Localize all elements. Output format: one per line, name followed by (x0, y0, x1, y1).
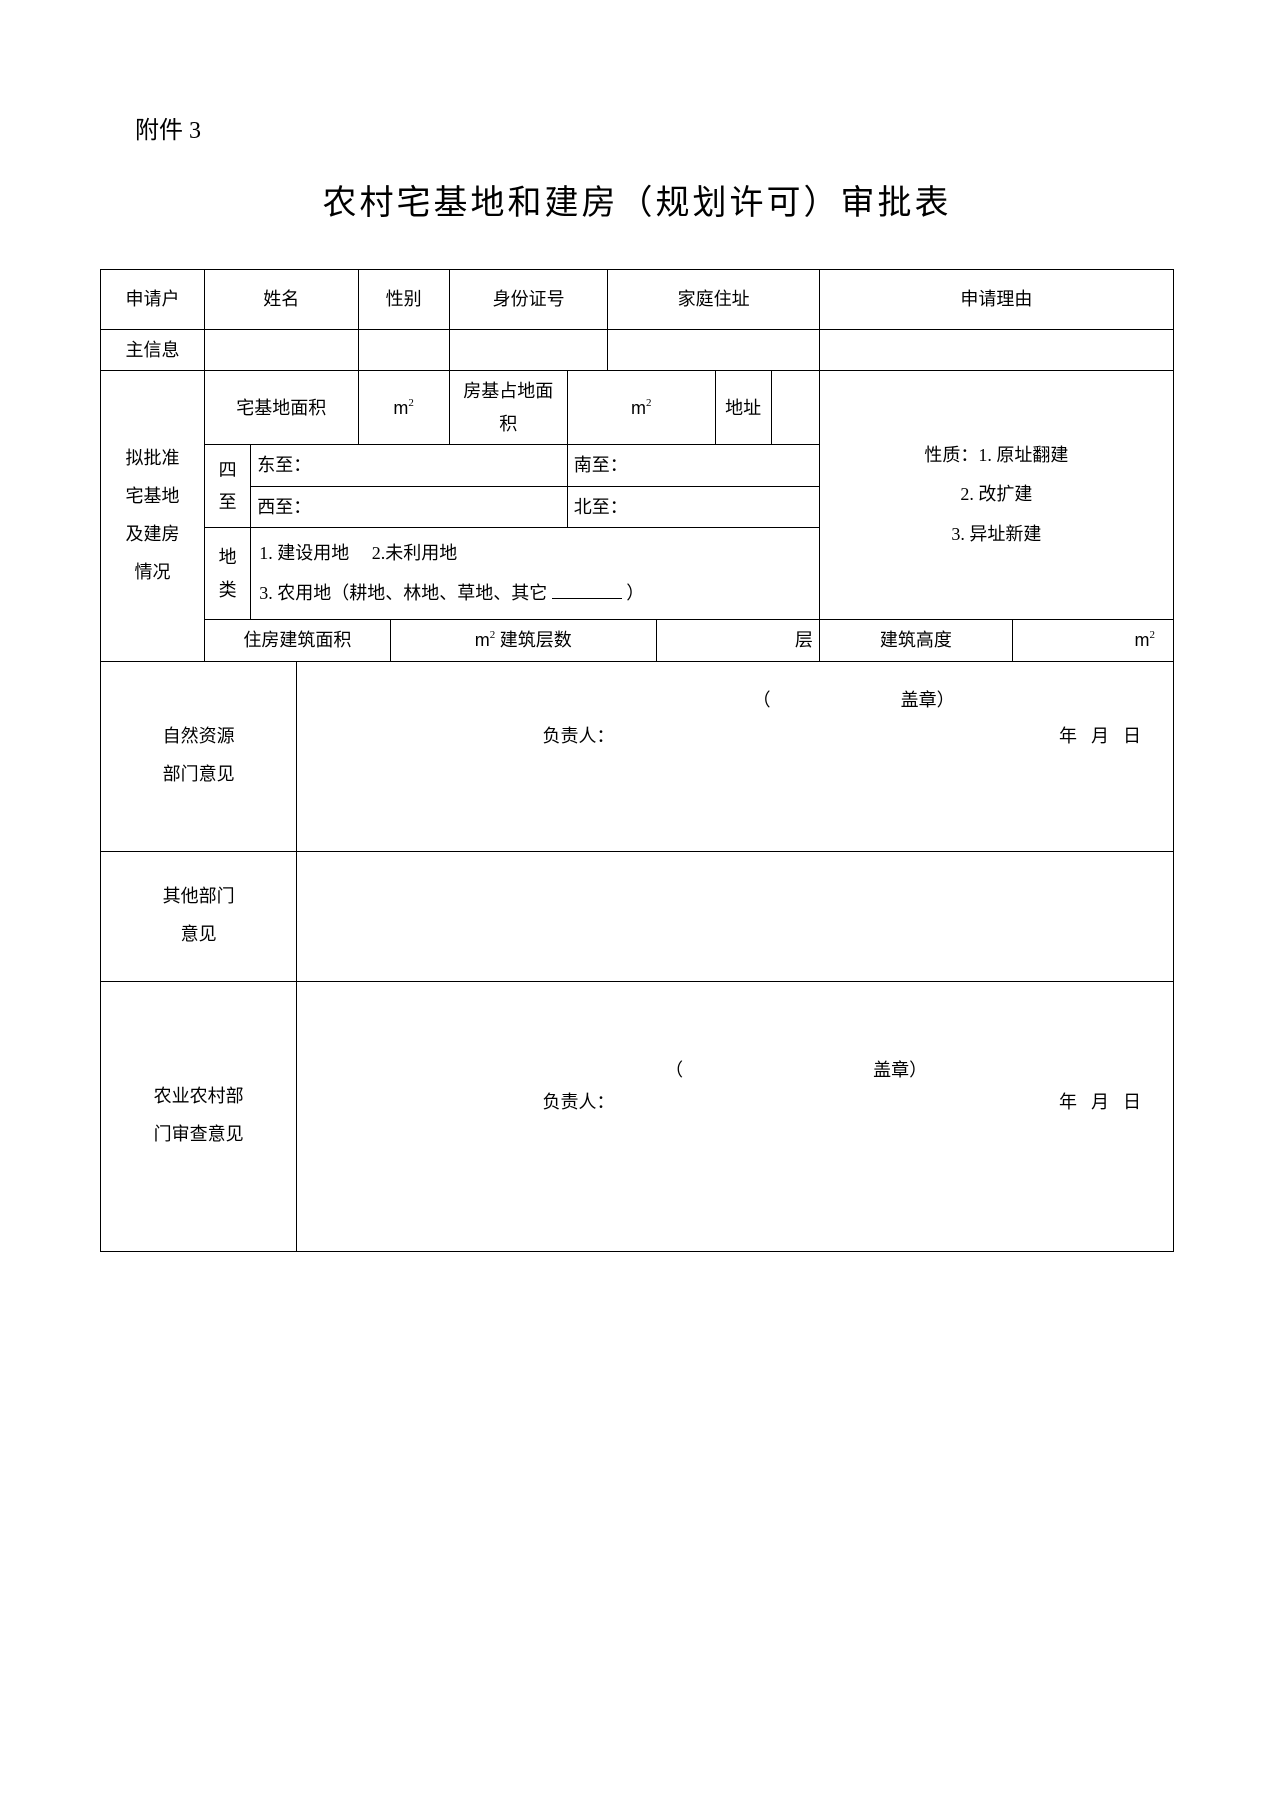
label-main-info: 主信息 (101, 330, 204, 370)
label-name: 姓名 (205, 279, 357, 319)
label-opinion-agri: 农业农村部 门审查意见 (101, 982, 296, 1251)
opinion-agri-row: 农业农村部 门审查意见 （盖章） 负责人： 年月日 (101, 981, 1174, 1251)
label-land-class: 地类 (205, 528, 250, 619)
field-address-value[interactable] (608, 346, 818, 354)
label-opinion-natural: 自然资源 部门意见 (101, 662, 296, 851)
label-floors-unit: 层 (657, 620, 819, 660)
unit-height-m2: m2 (1013, 620, 1173, 660)
sign-natural: 负责人： 年月日 (297, 722, 1173, 748)
label-application-reason: 申请理由 (820, 279, 1173, 319)
stamp-natural: （盖章） (753, 686, 955, 712)
unit-homestead-m2: m2 (359, 388, 449, 428)
page-title: 农村宅基地和建房（规划许可）审批表 (100, 175, 1174, 224)
label-gender: 性别 (359, 279, 449, 319)
approval-form-table: 申请户 姓名 性别 身份证号 家庭住址 申请理由 主信息 拟批准 宅基地 及建房… (100, 269, 1174, 1252)
label-nature-options: 性质：1. 原址翻建 2. 改扩建 3. 异址新建 (820, 436, 1173, 555)
unit-footprint-m2: m2 (568, 388, 715, 428)
label-south: 南至： (568, 445, 819, 485)
label-building-footprint: 房基占地面积 (450, 371, 567, 444)
label-homestead-area: 宅基地面积 (205, 371, 357, 444)
stamp-agri: （盖章） (665, 1056, 927, 1082)
main-info-row: 主信息 (101, 330, 1174, 371)
label-address: 地址 (716, 388, 771, 428)
label-east: 东至： (251, 445, 567, 485)
label-north: 北至： (568, 487, 819, 527)
field-name-value[interactable] (205, 346, 357, 354)
field-gender-value[interactable] (359, 346, 449, 354)
label-landtype-options: 1. 建设用地 2.未利用地 3. 农用地（耕地、林地、草地、其它 ） (251, 528, 819, 619)
label-building-area: 住房建筑面积 (205, 620, 390, 660)
sign-agri: 负责人： 年月日 (297, 1088, 1173, 1114)
field-address-blank[interactable] (772, 404, 819, 412)
opinion-other-row: 其他部门 意见 (101, 851, 1174, 981)
label-home-address: 家庭住址 (608, 279, 818, 319)
field-reason-value[interactable] (820, 346, 1173, 354)
field-id-value[interactable] (450, 346, 608, 354)
attachment-label: 附件 3 (135, 110, 1174, 145)
label-id-number: 身份证号 (450, 279, 608, 319)
area-row: 拟批准 宅基地 及建房 情况 宅基地面积 m2 房基占地面积 m2 地址 性质：… (101, 371, 1174, 445)
opinion-natural-row: 自然资源 部门意见 （盖章） 负责人： 年月日 (101, 661, 1174, 851)
label-applicant-household: 申请户 (101, 270, 204, 329)
building-metrics-row: 住房建筑面积 m2 建筑层数 层 建筑高度 m2 (101, 620, 1174, 661)
header-row: 申请户 姓名 性别 身份证号 家庭住址 申请理由 (101, 270, 1174, 330)
label-building-height: 建筑高度 (820, 620, 1012, 660)
label-approval-section: 拟批准 宅基地 及建房 情况 (101, 371, 204, 660)
label-four-boundaries: 四至 (205, 450, 250, 523)
field-other-landtype[interactable] (552, 598, 622, 599)
label-opinion-other: 其他部门 意见 (101, 852, 296, 981)
label-floors: m2 建筑层数 (391, 620, 656, 660)
label-west: 西至： (251, 487, 567, 527)
